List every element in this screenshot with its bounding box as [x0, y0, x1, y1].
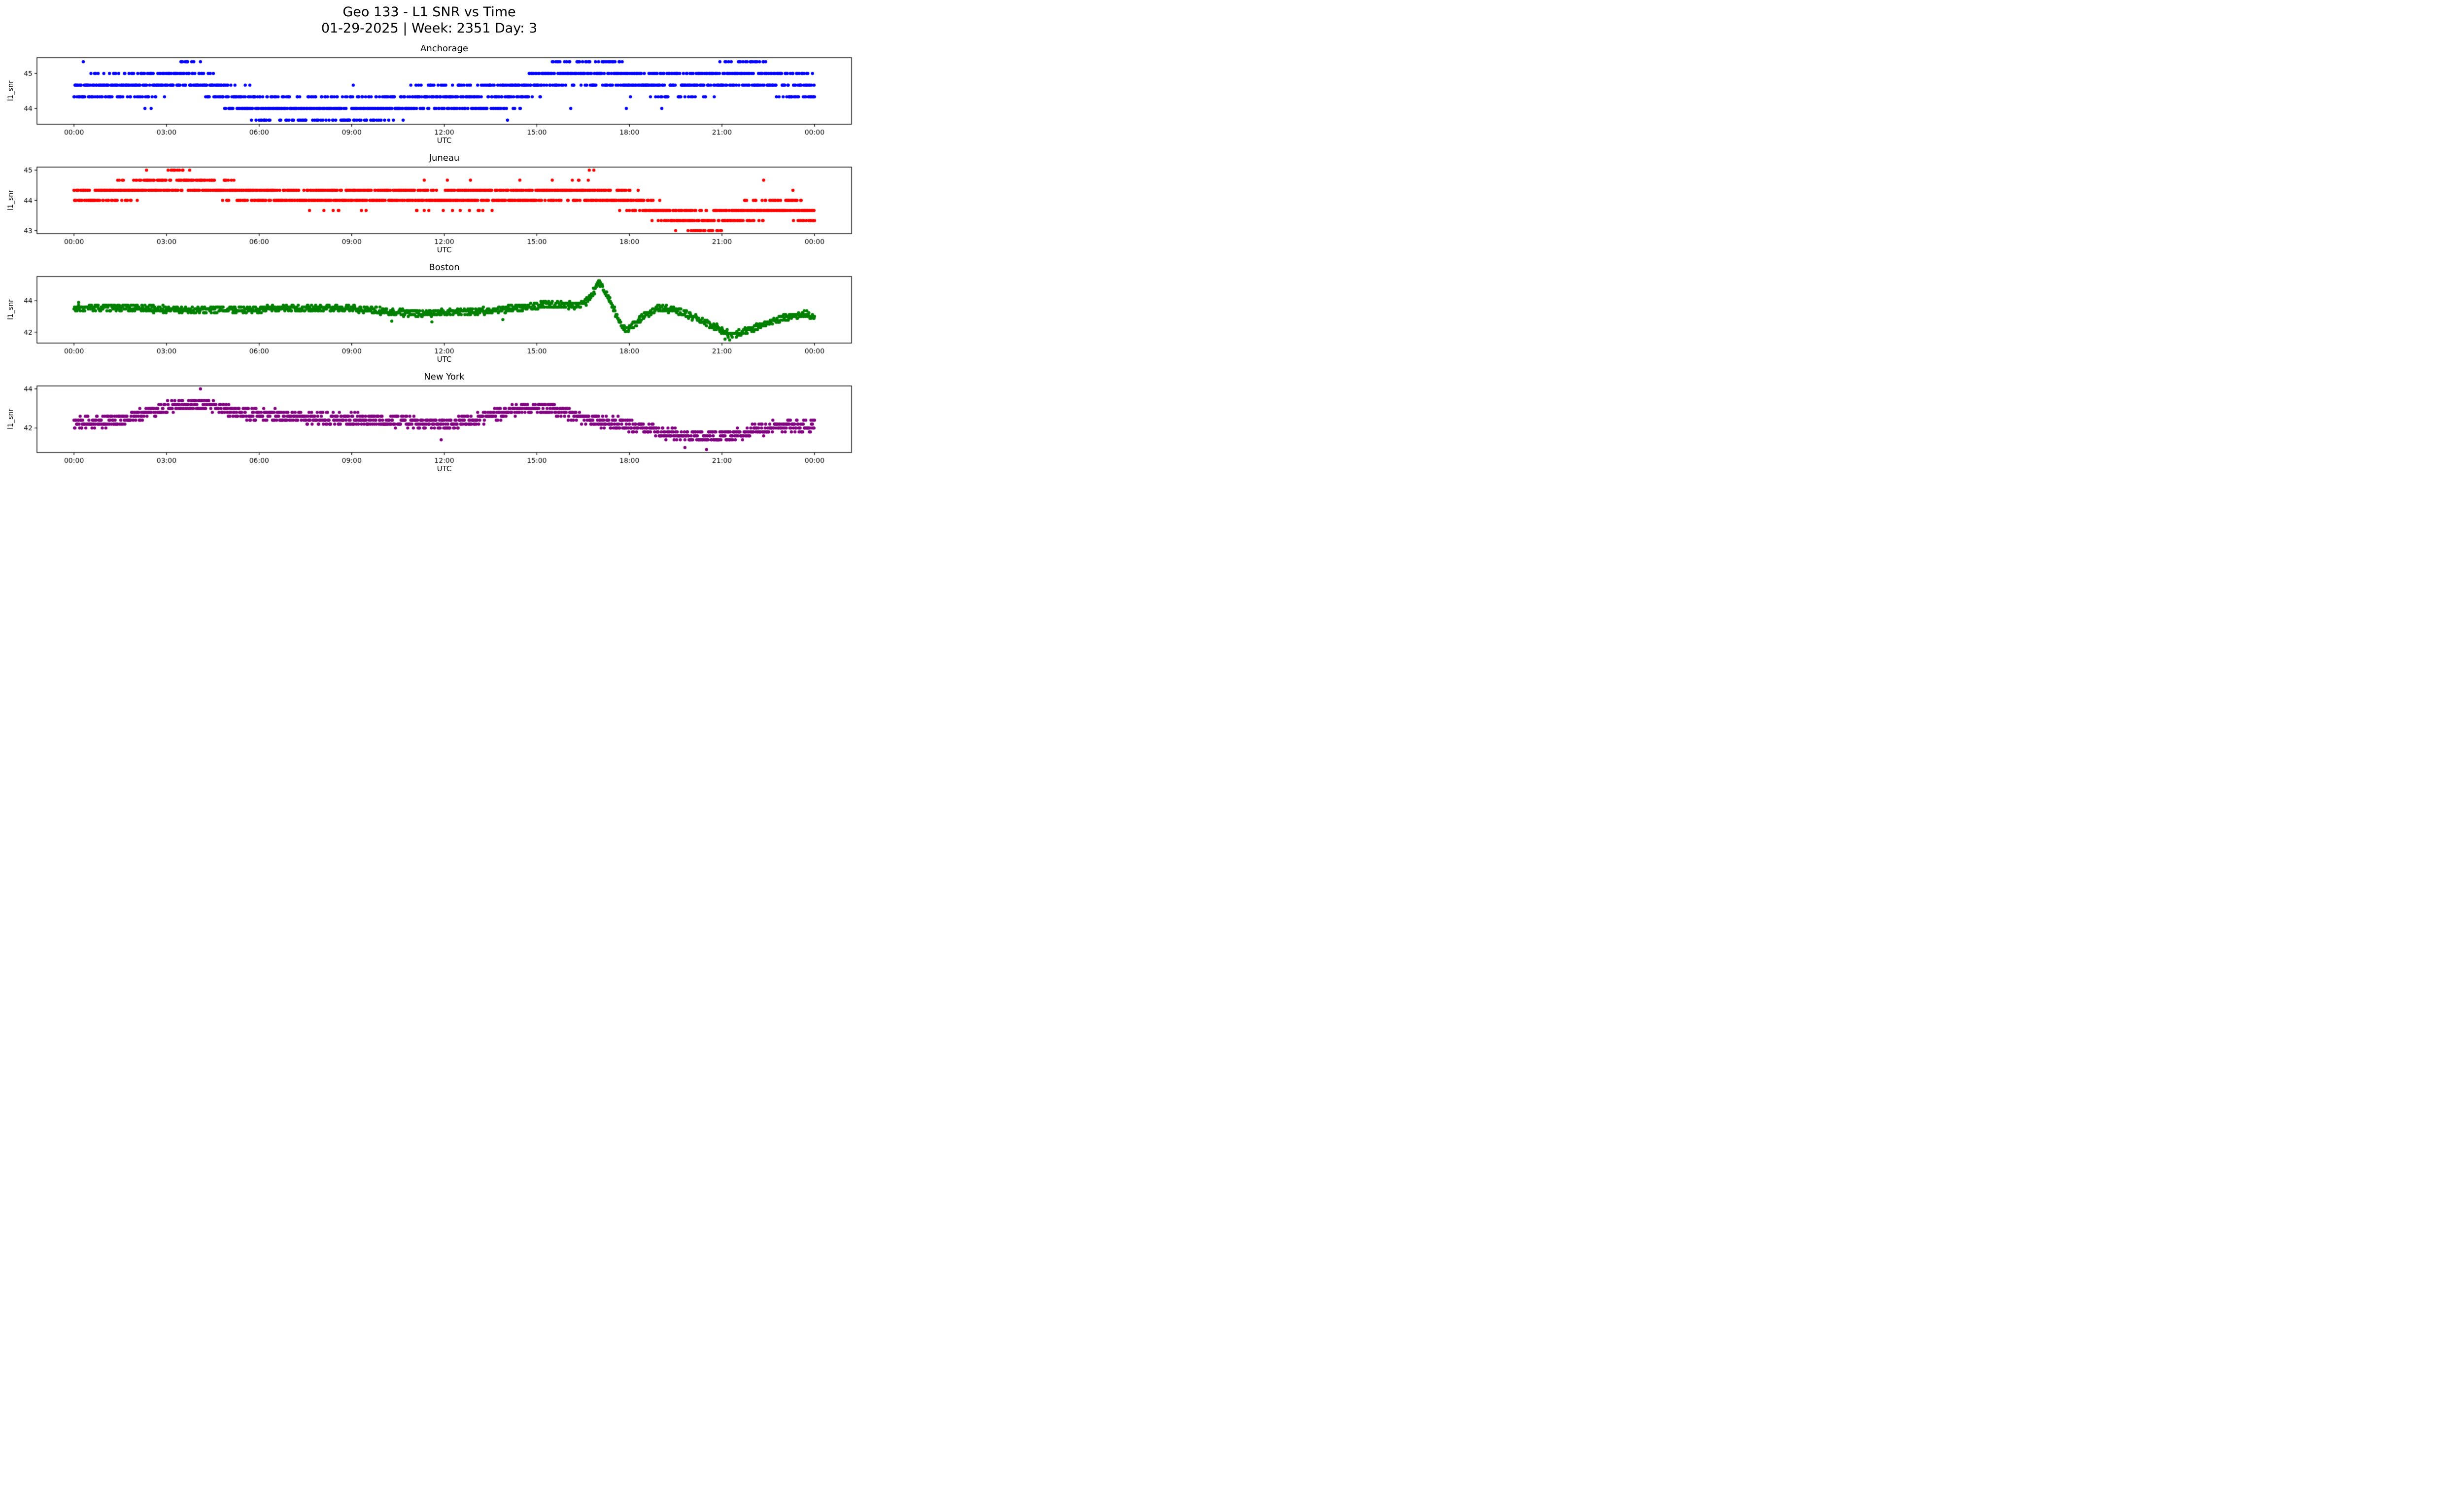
subplot-anchorage: Anchorage l1_snr UTC [0, 43, 858, 146]
subplot-title-newyork: New York [424, 372, 465, 382]
newyork-plot-canvas [0, 383, 858, 467]
x-axis-label: UTC [437, 464, 452, 474]
plot-area-anchorage: l1_snr [0, 55, 858, 139]
x-axis-label: UTC [437, 136, 452, 145]
figure: Geo 133 - L1 SNR vs Time 01-29-2025 | We… [0, 0, 858, 498]
y-axis-label: l1_snr [7, 80, 15, 102]
y-axis-label: l1_snr [7, 409, 15, 430]
boston-plot-canvas [0, 274, 858, 357]
x-axis-label: UTC [437, 355, 452, 364]
subplot-newyork: New York l1_snr UTC [0, 372, 858, 474]
y-axis-label: l1_snr [7, 190, 15, 211]
x-axis-label: UTC [437, 245, 452, 255]
plot-area-boston: l1_snr [0, 274, 858, 357]
figure-subtitle: 01-29-2025 | Week: 2351 Day: 3 [321, 20, 538, 36]
juneau-plot-canvas [0, 165, 858, 248]
y-axis-label: l1_snr [7, 299, 15, 320]
plot-area-juneau: l1_snr [0, 165, 858, 248]
subplot-title-juneau: Juneau [429, 153, 460, 164]
subplot-title-boston: Boston [429, 262, 460, 273]
anchorage-plot-canvas [0, 55, 858, 139]
plot-area-newyork: l1_snr [0, 383, 858, 467]
subplot-boston: Boston l1_snr UTC [0, 262, 858, 365]
subplot-juneau: Juneau l1_snr UTC [0, 153, 858, 255]
subplot-title-anchorage: Anchorage [420, 43, 468, 54]
figure-title: Geo 133 - L1 SNR vs Time [342, 4, 516, 20]
